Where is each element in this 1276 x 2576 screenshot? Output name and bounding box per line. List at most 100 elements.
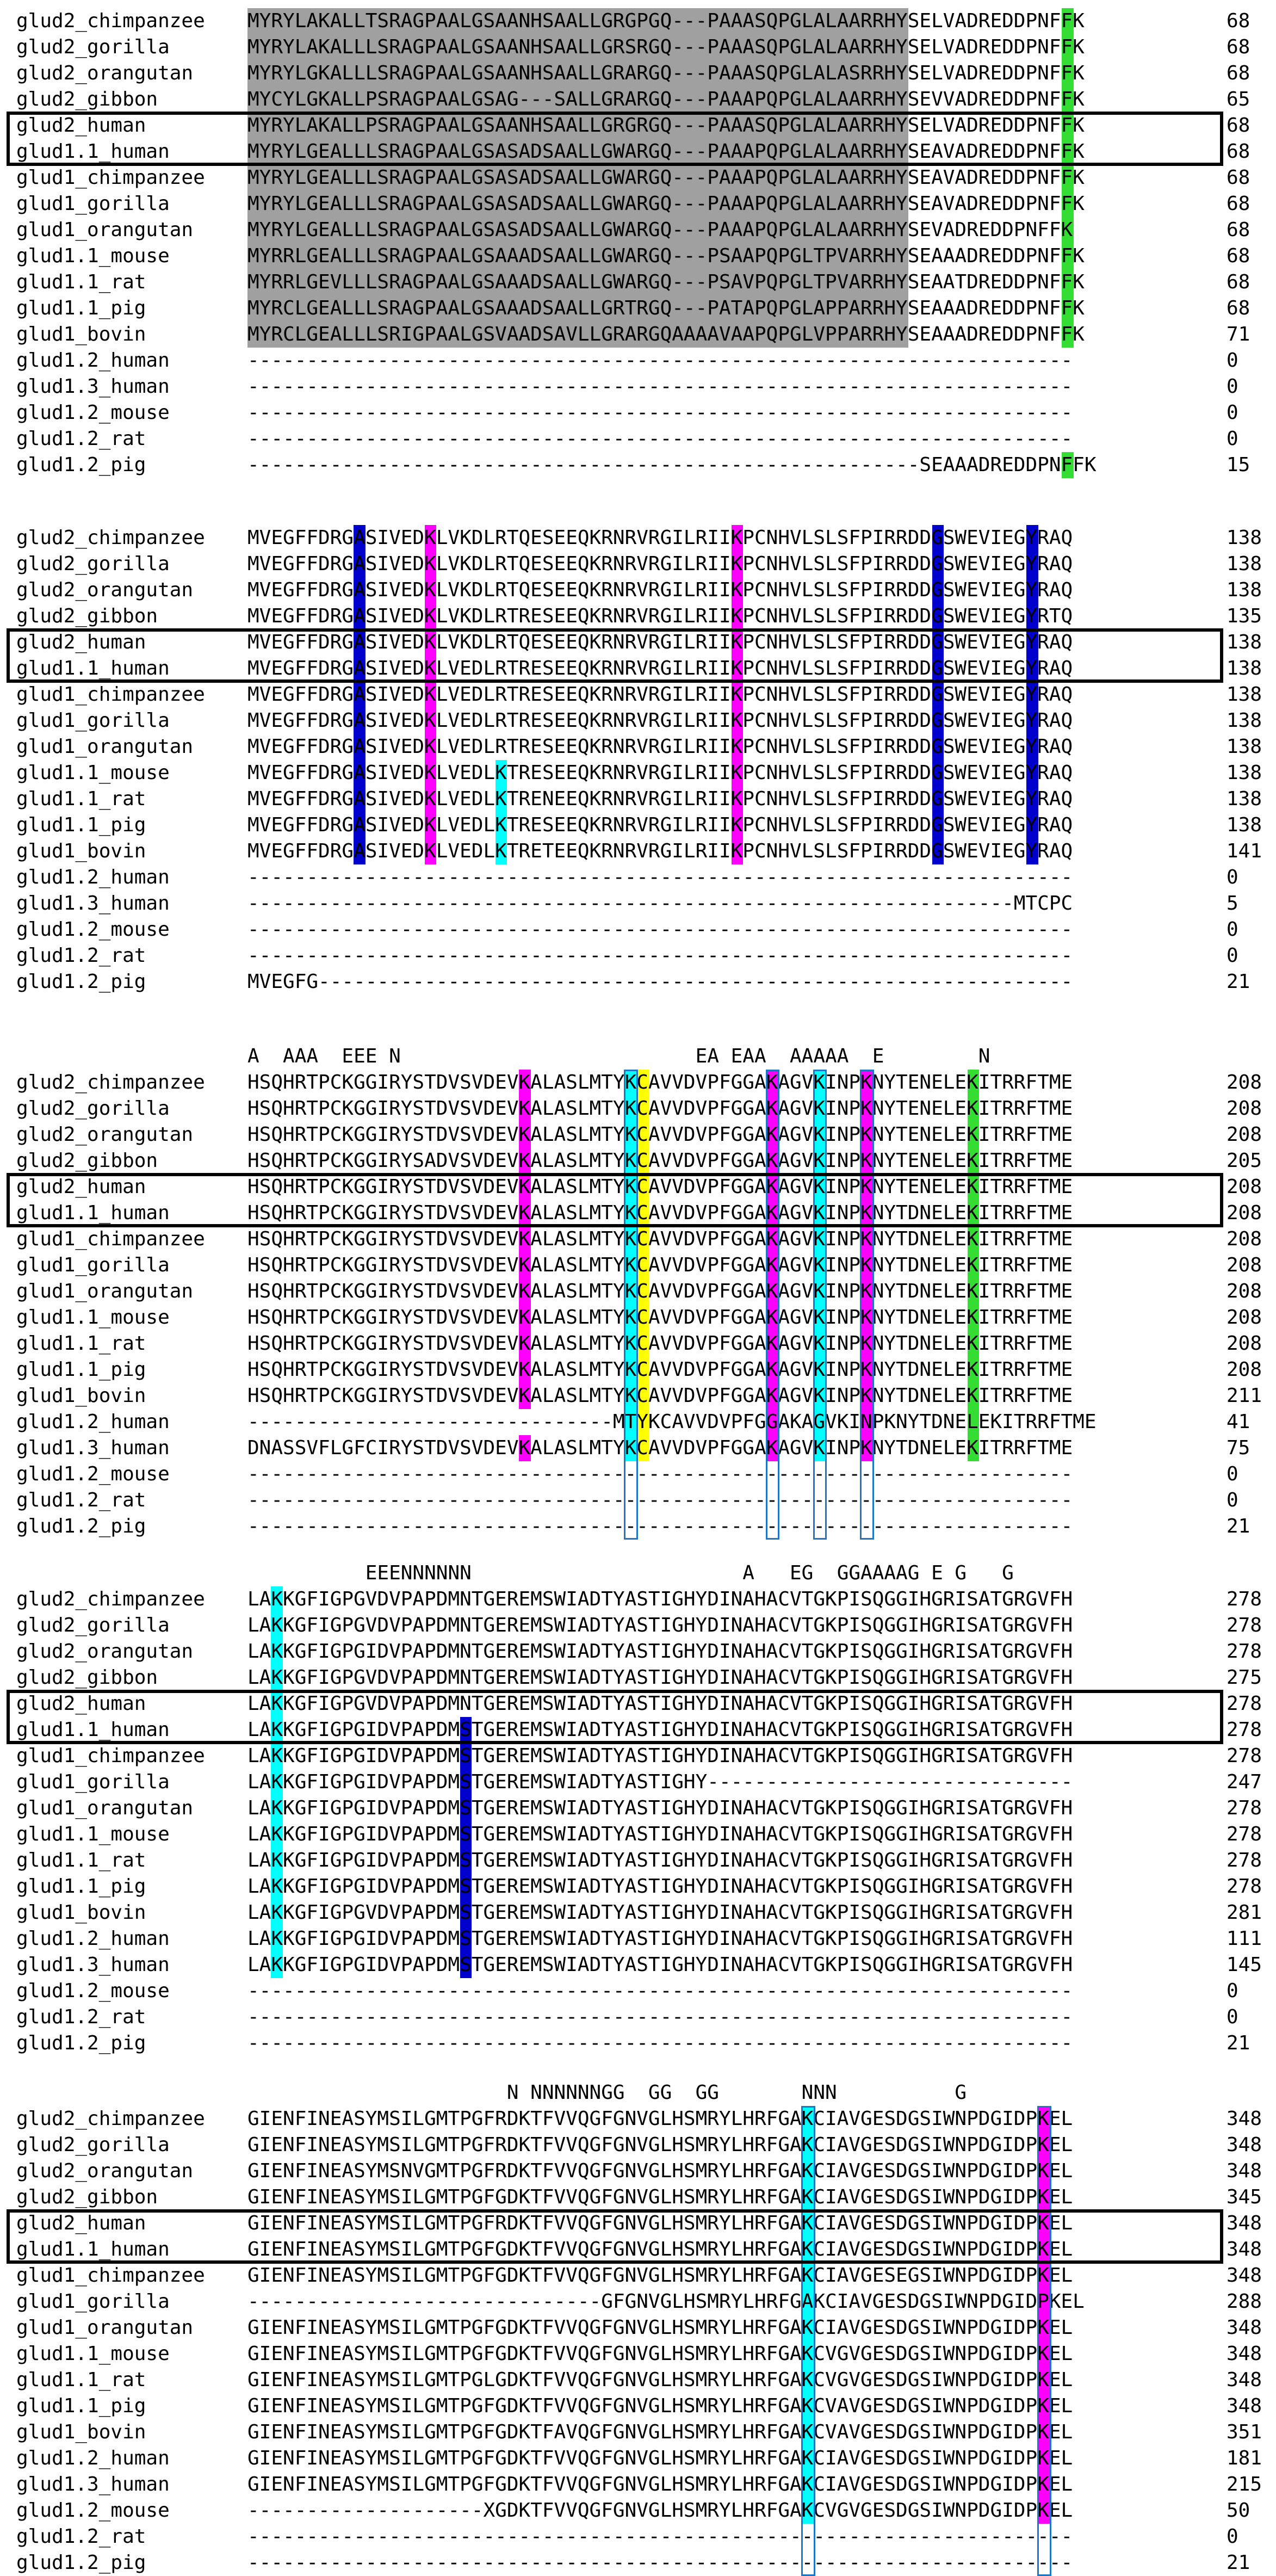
- sequence-residues: MYRRLGEALLLSRAGPAALGSAAADSAALLGWARGQ---P…: [247, 245, 1085, 267]
- sequence-name: glud1.2_rat: [16, 428, 146, 450]
- residue-count: 181: [1227, 2447, 1262, 2469]
- residue-count: 208: [1227, 1358, 1262, 1381]
- sequence-residues: LAKKGFIGPGVDVPAPDMNTGEREMSWIADTYASTIGHYD…: [247, 1666, 1073, 1689]
- sequence-name: glud1.2_pig: [16, 2032, 146, 2054]
- human-pair-outline: [7, 112, 1223, 166]
- annotation-line: EEENNNNNN A EG GGAAAAG E G G: [247, 1562, 1014, 1584]
- residue-count: 71: [1227, 323, 1250, 345]
- sequence-row: glud2_chimpanzee GIENFINEASYMSILGMTPGFRDK…: [0, 2106, 1276, 2132]
- residue-highlight: [637, 1070, 649, 1461]
- sequence-residues: GIENFINEASYMSILGMTPGFGDKTFVVQGFGNVGLHSMR…: [247, 2264, 1073, 2287]
- sequence-residues: GIENFINEASYMSILGMTPGFGDKTFVVQGFGNVGLHSMR…: [247, 2343, 1073, 2365]
- residue-count: 138: [1227, 762, 1262, 784]
- sequence-residues: HSQHRTPCKGGIRYSTDVSVDEVKALASLMTYKCAVVDVP…: [247, 1280, 1073, 1302]
- sequence-row: glud1.2_human ---------------------------…: [0, 864, 1276, 891]
- residue-count: 68: [1227, 62, 1250, 84]
- sequence-row: glud1.3_human LAKKGFIGPGIDVPAPDMSTGEREMSW…: [0, 1952, 1276, 1978]
- residue-count: 138: [1227, 579, 1262, 601]
- sequence-residues: DNASSVFLGFCIRYSTDVSVDEVKALASLMTYKCAVVDVP…: [247, 1437, 1073, 1459]
- sequence-residues: MVEGFFDRGASIVEDKLVKDLRTQESEEQKRNRVRGILRI…: [247, 579, 1073, 601]
- sequence-name: glud1.2_human: [16, 1928, 170, 1950]
- sequence-name: glud1.1_pig: [16, 297, 146, 319]
- residue-highlight: [519, 1070, 531, 1409]
- sequence-residues: GIENFINEASYMSILGMTPGFRDKTFVVQGFGNVGLHSMR…: [247, 2108, 1073, 2130]
- sequence-row: glud2_gibbon GIENFINEASYMSILGMTPGFGDKTFVV…: [0, 2184, 1276, 2210]
- sequence-residues: HSQHRTPCKGGIRYSTDVSVDEVKALASLMTYKCAVVDVP…: [247, 1306, 1073, 1329]
- sequence-name: glud2_chimpanzee: [16, 2108, 205, 2130]
- column-outline-box: [624, 1070, 639, 1540]
- sequence-row: glud2_gorilla GIENFINEASYMSILGMTPGFRDKTFV…: [0, 2132, 1276, 2158]
- sequence-name: glud2_gorilla: [16, 36, 170, 58]
- sequence-name: glud1.1_pig: [16, 2395, 146, 2417]
- sequence-residues: ------------------------------GFGNVGLHSM…: [247, 2290, 1085, 2313]
- sequence-row: glud1.1_human HSQHRTPCKGGIRYSTDVSVDEVKALA…: [0, 1200, 1276, 1226]
- sequence-row: glud2_gorilla MVEGFFDRGASIVEDKLVKDLRTQESE…: [0, 551, 1276, 577]
- alignment-block: glud2_chimpanzee MYRYLAKALLTSRAGPAALGSAAN…: [0, 8, 1276, 478]
- sequence-row: glud1.1_rat HSQHRTPCKGGIRYSTDVSVDEVKALASL…: [0, 1331, 1276, 1357]
- sequence-residues: MYRYLGEALLLSRAGPAALGSASADSAALLGWARGQ---P…: [247, 140, 1085, 163]
- residue-count: 211: [1227, 1385, 1262, 1407]
- sequence-name: glud2_gibbon: [16, 2186, 158, 2208]
- residue-count: 0: [1227, 349, 1238, 372]
- sequence-row: glud1_chimpanzee MVEGFFDRGASIVEDKLVEDLRTR…: [0, 682, 1276, 708]
- sequence-name: glud1.1_human: [16, 1202, 170, 1224]
- residue-count: 135: [1227, 605, 1262, 627]
- sequence-name: glud2_human: [16, 1692, 146, 1715]
- sequence-residues: -------------------------------MTYKCAVVD…: [247, 1411, 1097, 1433]
- residue-count: 21: [1227, 2552, 1250, 2574]
- sequence-residues: GIENFINEASYMSILGMTPGFRDKTFVVQGFGNVGLHSMR…: [247, 2134, 1073, 2156]
- sequence-name: glud2_chimpanzee: [16, 10, 205, 32]
- sequence-residues: MVEGFFDRGASIVEDKLVEDLKTRESEEQKRNRVRGILRI…: [247, 762, 1073, 784]
- sequence-residues: ----------------------------------------…: [247, 1489, 1073, 1511]
- residue-highlight: [814, 1070, 826, 1461]
- residue-highlight: [495, 760, 507, 864]
- residue-count: 68: [1227, 271, 1250, 293]
- sequence-name: glud1_chimpanzee: [16, 2264, 205, 2287]
- sequence-name: glud1_orangutan: [16, 1280, 194, 1302]
- sequence-row: glud1.1_pig LAKKGFIGPGIDVPAPDMSTGEREMSWIA…: [0, 1874, 1276, 1900]
- sequence-name: glud1_gorilla: [16, 1771, 170, 1793]
- residue-count: 278: [1227, 1719, 1262, 1741]
- sequence-residues: ----------------------------------------…: [247, 401, 1073, 424]
- sequence-row: glud1.1_rat MYRRLGEVLLLSRAGPAALGSAAADSAAL…: [0, 269, 1276, 295]
- sequence-residues: GIENFINEASYMSILGMTPGFGDKTFVVQGFGNVGLHSMR…: [247, 2316, 1073, 2339]
- sequence-row: glud2_orangutan MVEGFFDRGASIVEDKLVKDLRTQE…: [0, 577, 1276, 603]
- sequence-name: glud1_orangutan: [16, 736, 194, 758]
- residue-count: 208: [1227, 1306, 1262, 1329]
- sequence-row: glud1.2_mouse ---------------------------…: [0, 400, 1276, 426]
- residue-count: 0: [1227, 944, 1238, 967]
- sequence-row: glud1_gorilla MYRYLGEALLLSRAGPAALGSASADSA…: [0, 191, 1276, 217]
- sequence-row: glud1_chimpanzee LAKKGFIGPGIDVPAPDMSTGERE…: [0, 1743, 1276, 1769]
- residue-highlight: [519, 1435, 531, 1461]
- sequence-row: glud1.1_pig HSQHRTPCKGGIRYSTDVSVDEVKALASL…: [0, 1357, 1276, 1383]
- sequence-name: glud1.2_pig: [16, 2552, 146, 2574]
- sequence-row: glud1.1_human LAKKGFIGPGIDVPAPDMSTGEREMSW…: [0, 1717, 1276, 1743]
- sequence-row: glud1.2_pig -----------------------------…: [0, 1514, 1276, 1540]
- residue-highlight: [460, 1717, 472, 1978]
- residue-count: 208: [1227, 1228, 1262, 1250]
- sequence-name: glud1.1_mouse: [16, 1306, 170, 1329]
- sequence-row: glud2_gorilla HSQHRTPCKGGIRYSTDVSVDEVKALA…: [0, 1096, 1276, 1122]
- sequence-name: glud2_gibbon: [16, 1666, 158, 1689]
- sequence-residues: MYRCLGEALLLSRAGPAALGSAAADSAALLGRTRGQ---P…: [247, 297, 1085, 319]
- sequence-residues: ----------------------------------------…: [247, 2525, 1073, 2548]
- sequence-row: glud2_gorilla LAKKGFIGPGVDVPAPDMNTGEREMSW…: [0, 1613, 1276, 1639]
- sequence-name: glud2_gorilla: [16, 1614, 170, 1636]
- residue-count: 0: [1227, 375, 1238, 398]
- sequence-row: glud1_chimpanzee GIENFINEASYMSILGMTPGFGDK…: [0, 2263, 1276, 2289]
- sequence-name: glud1_chimpanzee: [16, 683, 205, 706]
- sequence-row: glud1.1_mouse HSQHRTPCKGGIRYSTDVSVDEVKALA…: [0, 1305, 1276, 1331]
- residue-count: 21: [1227, 1515, 1250, 1537]
- residue-count: 138: [1227, 709, 1262, 732]
- sequence-name: glud1.1_human: [16, 140, 170, 163]
- residue-count: 138: [1227, 553, 1262, 575]
- sequence-row: glud1_orangutan MVEGFFDRGASIVEDKLVEDLRTRE…: [0, 734, 1276, 760]
- residue-count: 247: [1227, 1771, 1262, 1793]
- sequence-residues: ----------------------------------------…: [247, 2552, 1073, 2574]
- sequence-row: glud1.1_pig MYRCLGEALLLSRAGPAALGSAAADSAAL…: [0, 295, 1276, 322]
- sequence-residues: HSQHRTPCKGGIRYSTDVSVDEVKALASLMTYKCAVVDVP…: [247, 1176, 1073, 1198]
- sequence-row: glud1.2_mouse ---------------------------…: [0, 1461, 1276, 1487]
- column-outline-box: [813, 1070, 827, 1540]
- residue-count: 0: [1227, 918, 1238, 941]
- residue-count: 15: [1227, 454, 1250, 476]
